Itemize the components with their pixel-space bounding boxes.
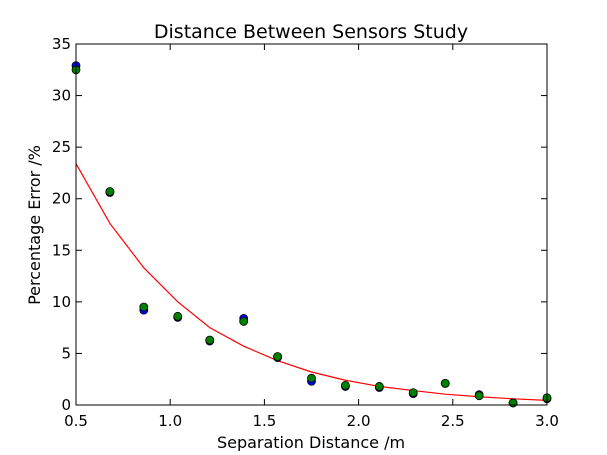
x-axis-ticks: 0.5 1.0 1.5 2.0 2.5 3.0 bbox=[64, 44, 559, 430]
y-tick-label-1: 5 bbox=[61, 344, 71, 362]
x-tick-label-3: 2.0 bbox=[347, 412, 371, 430]
x-tick-label-5: 3.0 bbox=[535, 412, 559, 430]
y-tick-label-4: 20 bbox=[52, 190, 71, 208]
y-tick-label-6: 30 bbox=[52, 87, 71, 105]
green-point-2 bbox=[139, 302, 149, 312]
x-tick-label-0: 0.5 bbox=[64, 412, 88, 430]
y-axis-ticks: 0 5 10 15 20 25 30 35 bbox=[52, 35, 547, 414]
green-point-5 bbox=[239, 317, 249, 326]
x-tick-label-4: 2.5 bbox=[441, 412, 465, 430]
green-point-8 bbox=[341, 380, 350, 390]
green-point-6 bbox=[273, 352, 282, 361]
y-tick-label-2: 10 bbox=[52, 293, 71, 311]
fit-curve-line bbox=[75, 163, 548, 401]
green-point-3 bbox=[173, 311, 183, 321]
y-tick-label-0: 0 bbox=[61, 396, 71, 414]
chart-title: Distance Between Sensors Study bbox=[154, 21, 468, 43]
green-point-1 bbox=[105, 187, 115, 196]
x-tick-label-1: 1.0 bbox=[158, 412, 182, 430]
green-point-9 bbox=[374, 382, 384, 391]
y-tick-label-5: 25 bbox=[52, 138, 71, 156]
x-tick-label-2: 1.5 bbox=[252, 412, 276, 430]
y-axis-label: Percentage Error /% bbox=[25, 145, 44, 305]
y-tick-label-3: 15 bbox=[52, 241, 71, 259]
plot-frame bbox=[75, 43, 548, 406]
green-point-7 bbox=[307, 373, 316, 383]
green-point-10 bbox=[408, 388, 418, 398]
plot-content bbox=[71, 61, 552, 408]
green-point-4 bbox=[205, 335, 215, 345]
green-point-13 bbox=[508, 398, 518, 408]
y-tick-label-7: 35 bbox=[52, 35, 71, 53]
green-point-12 bbox=[474, 391, 484, 401]
green-point-11 bbox=[440, 378, 450, 388]
x-axis-label: Separation Distance /m bbox=[217, 433, 405, 451]
